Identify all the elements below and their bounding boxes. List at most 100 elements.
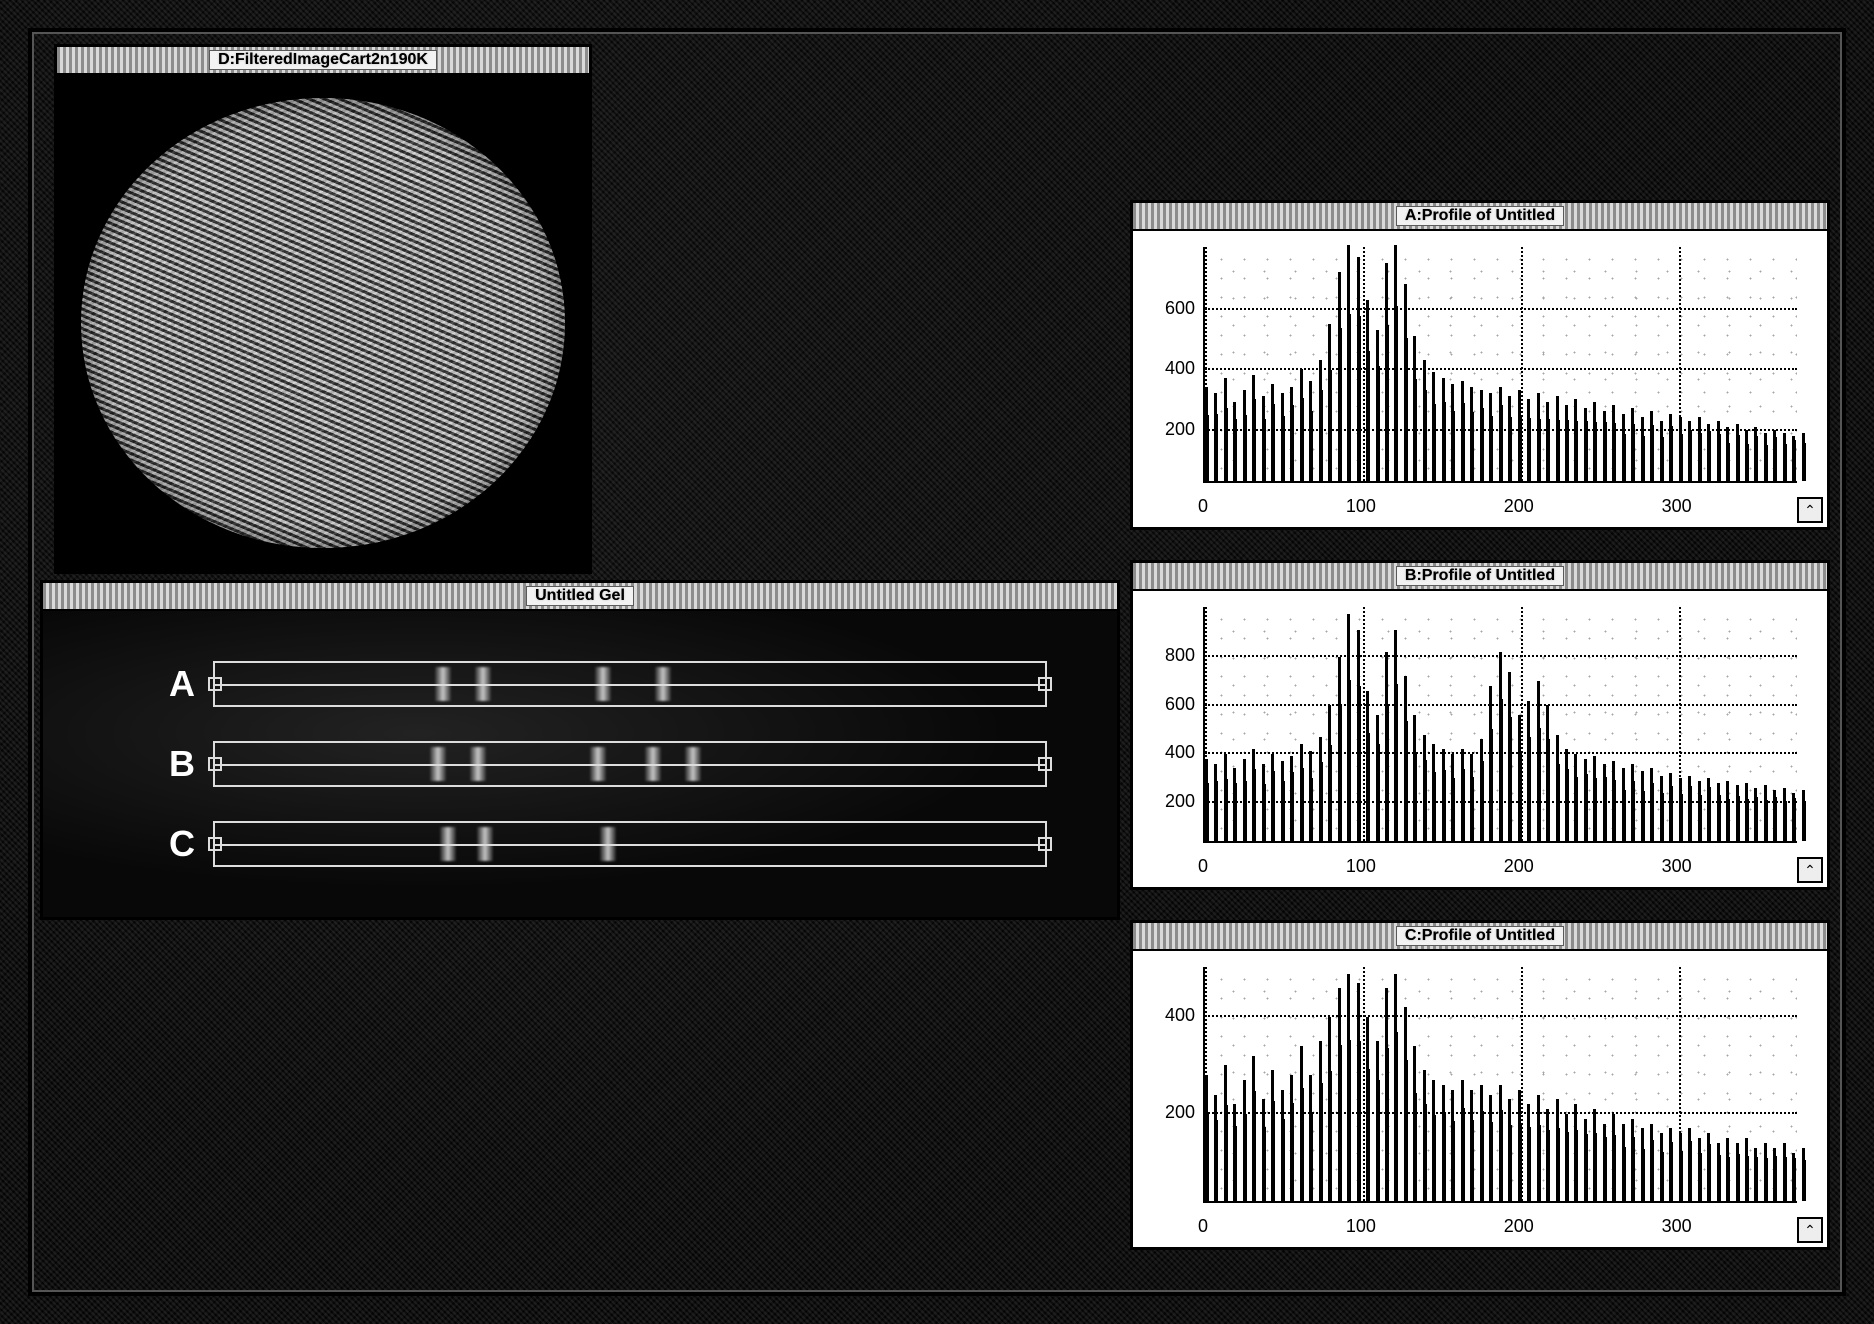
resize-glyph: ⌃	[1804, 502, 1816, 519]
profile-bar	[1558, 1128, 1560, 1201]
gel-band	[430, 747, 446, 781]
lane-handle-left[interactable]	[208, 837, 222, 851]
profile-bar	[1510, 717, 1512, 841]
grid-horizontal	[1205, 752, 1797, 754]
lane-a[interactable]: A	[213, 661, 1047, 707]
titlebar-profile-a[interactable]: A:Profile of Untitled	[1133, 203, 1827, 231]
profile-bar	[1690, 430, 1692, 481]
window-profile-c[interactable]: C:Profile of Untitled ⌃ 0100200300200400	[1130, 920, 1830, 1250]
x-tick-label: 0	[1198, 856, 1208, 877]
profile-bar	[1643, 791, 1645, 841]
profile-bar	[1548, 1130, 1550, 1201]
lane-c[interactable]: C	[213, 821, 1047, 867]
y-tick-label: 400	[1141, 1005, 1195, 1026]
x-tick-label: 300	[1662, 496, 1692, 517]
profile-bar	[1302, 768, 1304, 841]
window-profile-a[interactable]: A:Profile of Untitled ⌃ 0100200300200400…	[1130, 200, 1830, 530]
profile-bar	[1652, 1140, 1654, 1201]
profile-bar	[1387, 325, 1389, 481]
titlebar-gel[interactable]: Untitled Gel	[43, 583, 1117, 611]
x-tick-label: 200	[1504, 1216, 1534, 1237]
profile-bar	[1633, 1137, 1635, 1201]
profile-bar	[1378, 1080, 1380, 1201]
profile-bar	[1415, 753, 1417, 841]
profile-bar	[1273, 1101, 1275, 1201]
profile-bar	[1472, 412, 1474, 481]
profile-bar	[1292, 1103, 1294, 1201]
profile-bar	[1434, 772, 1436, 841]
lane-handle-right[interactable]	[1038, 757, 1052, 771]
profile-bar	[1321, 390, 1323, 481]
x-tick-label: 300	[1662, 1216, 1692, 1237]
titlebar-profile-c[interactable]: C:Profile of Untitled	[1133, 923, 1827, 951]
plot-c	[1203, 967, 1797, 1203]
profile-bar	[1216, 781, 1218, 841]
profile-bar	[1453, 778, 1455, 841]
y-tick-label: 800	[1141, 645, 1195, 666]
gel-band	[645, 747, 661, 781]
profile-bar	[1614, 423, 1616, 481]
profile-bar	[1681, 434, 1683, 481]
y-tick-label: 600	[1141, 298, 1195, 319]
profile-bar	[1662, 437, 1664, 481]
lane-b[interactable]: B	[213, 741, 1047, 787]
profile-bar	[1747, 799, 1749, 841]
profile-bar	[1719, 434, 1721, 481]
profile-bar	[1709, 1144, 1711, 1201]
lane-label-c: C	[169, 823, 195, 865]
profile-bar	[1662, 1152, 1664, 1201]
profile-bar	[1311, 778, 1313, 841]
resize-handle-icon[interactable]: ⌃	[1797, 497, 1823, 523]
window-filtered-image[interactable]: D:FilteredImageCart2n190K	[54, 44, 592, 574]
profile-bar	[1756, 797, 1758, 841]
grid-vertical	[1679, 607, 1681, 841]
gel-content[interactable]: ABC	[43, 611, 1117, 917]
y-tick-label: 400	[1141, 358, 1195, 379]
grid-vertical	[1521, 607, 1523, 841]
window-gel[interactable]: Untitled Gel ABC	[40, 580, 1120, 920]
profile-bar	[1302, 1088, 1304, 1201]
window-profile-b[interactable]: B:Profile of Untitled ⌃ 0100200300200400…	[1130, 560, 1830, 890]
gel-band	[475, 667, 491, 701]
x-tick-label: 100	[1346, 1216, 1376, 1237]
x-tick-label: 200	[1504, 856, 1534, 877]
profile-bar	[1501, 1110, 1503, 1201]
grid-vertical	[1679, 247, 1681, 481]
lane-handle-right[interactable]	[1038, 837, 1052, 851]
profile-bar	[1595, 422, 1597, 481]
lane-line	[215, 844, 1045, 846]
profile-bar	[1359, 1041, 1361, 1201]
profile-bar	[1444, 770, 1446, 841]
grid-vertical	[1521, 247, 1523, 481]
lane-handle-right[interactable]	[1038, 677, 1052, 691]
titlebar-filtered[interactable]: D:FilteredImageCart2n190K	[57, 47, 589, 75]
profile-bar	[1463, 403, 1465, 481]
profile-bar	[1738, 435, 1740, 481]
grid-vertical	[1363, 247, 1365, 481]
gel-band	[590, 747, 606, 781]
profile-bar	[1245, 781, 1247, 841]
lane-label-a: A	[169, 663, 195, 705]
gel-band	[477, 827, 493, 861]
profile-bar	[1406, 1060, 1408, 1201]
profile-bar	[1321, 1083, 1323, 1201]
profile-bar	[1529, 1127, 1531, 1201]
profile-bar	[1567, 769, 1569, 841]
chart-area-b: ⌃ 0100200300200400600800	[1133, 591, 1827, 887]
profile-bar	[1434, 404, 1436, 481]
profile-bar	[1482, 1111, 1484, 1201]
gel-band	[595, 667, 611, 701]
profile-bar	[1216, 1120, 1218, 1201]
profile-bar	[1491, 1122, 1493, 1201]
profile-bar	[1794, 440, 1796, 481]
titlebar-profile-b[interactable]: B:Profile of Untitled	[1133, 563, 1827, 591]
resize-handle-icon[interactable]: ⌃	[1797, 1217, 1823, 1243]
lane-handle-left[interactable]	[208, 677, 222, 691]
resize-handle-icon[interactable]: ⌃	[1797, 857, 1823, 883]
profile-bar	[1463, 769, 1465, 841]
profile-bar	[1510, 417, 1512, 481]
lane-handle-left[interactable]	[208, 757, 222, 771]
profile-bar	[1311, 411, 1313, 481]
profile-bar	[1359, 686, 1361, 841]
profile-bar	[1700, 1153, 1702, 1201]
